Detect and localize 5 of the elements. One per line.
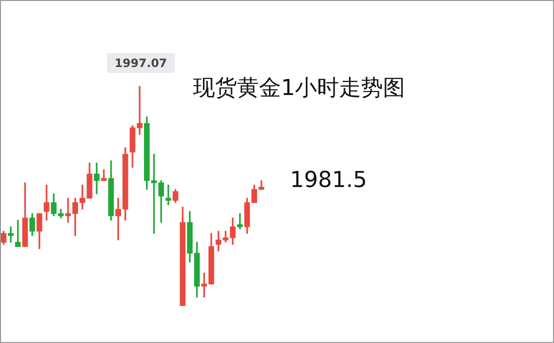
text: 1981.5 bbox=[290, 168, 367, 193]
chart-title: 现货黄金1小时走势图 bbox=[193, 75, 405, 103]
annotation: 1997.07 bbox=[106, 53, 176, 73]
candlestick bbox=[44, 184, 50, 221]
candlestick bbox=[237, 213, 243, 230]
